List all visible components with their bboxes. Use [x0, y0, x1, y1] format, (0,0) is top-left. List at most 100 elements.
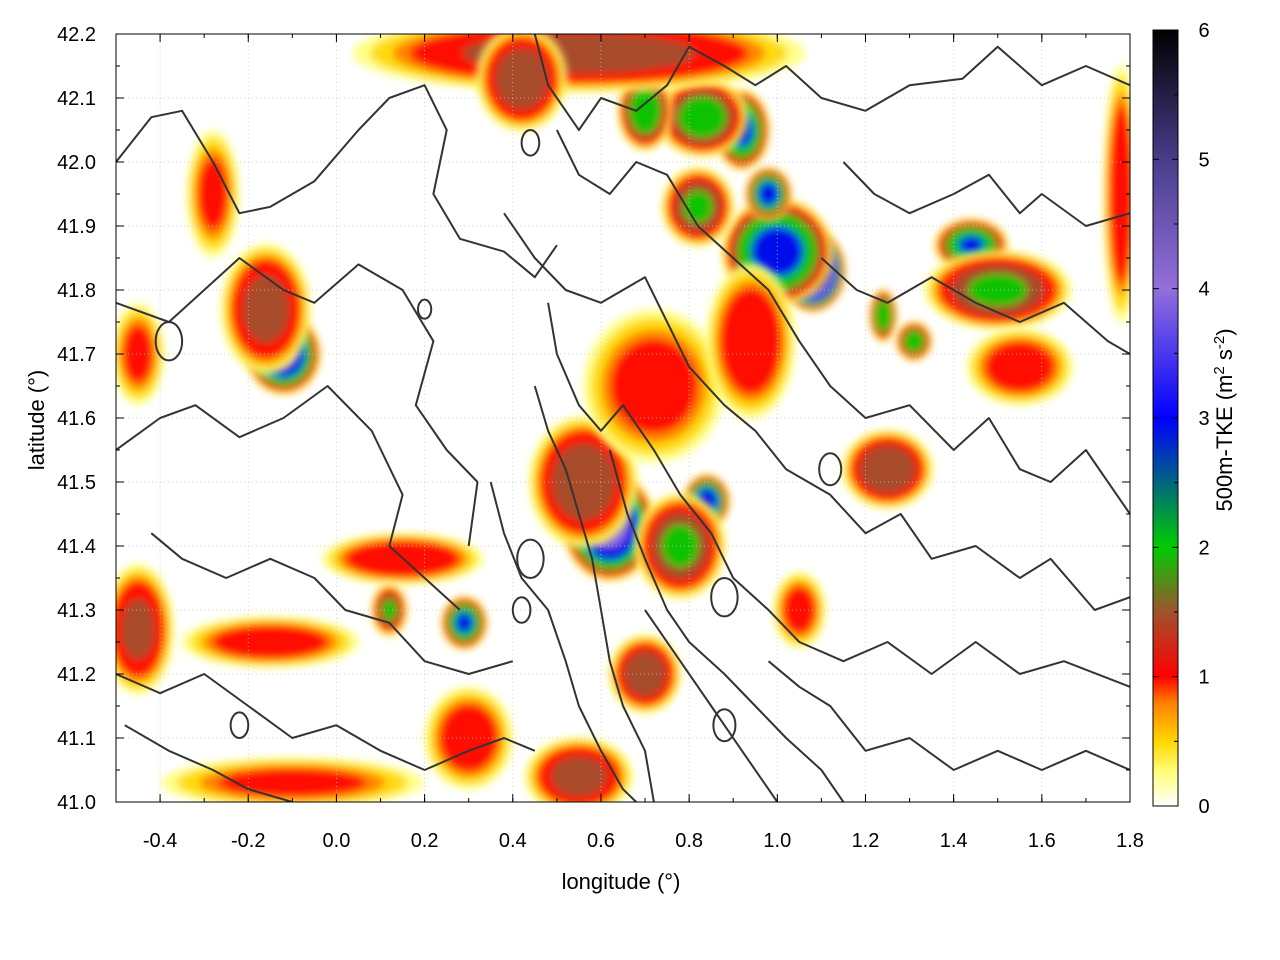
tke-hotspot-level — [610, 338, 698, 434]
grid-lines — [116, 34, 1130, 802]
tke-hotspot-31 — [116, 303, 165, 405]
tke-hotspot-30 — [186, 130, 240, 258]
colorbar-tick-label: 0 — [1198, 796, 1209, 818]
x-tick-label: 1.2 — [852, 830, 880, 852]
tke-hotspot-25 — [524, 736, 634, 802]
contour-line-8 — [503, 212, 1130, 611]
y-tick-label: 41.0 — [57, 792, 96, 814]
tke-hotspot-22 — [116, 563, 175, 695]
contour-line-1 — [116, 257, 479, 547]
x-tick-label: 1.8 — [1116, 830, 1144, 852]
contour-line-5 — [124, 724, 293, 802]
colorbar-tick-label: 1 — [1198, 667, 1209, 689]
y-tick-label: 41.7 — [57, 344, 96, 366]
y-tick-label: 42.0 — [57, 152, 96, 174]
tke-hotspot-level — [218, 768, 367, 798]
contour-line-0 — [116, 84, 558, 279]
y-tick-label: 41.3 — [57, 600, 96, 622]
tke-hotspot-18 — [895, 321, 933, 362]
contour-line-14 — [533, 385, 655, 802]
tke-hotspot-level — [751, 226, 804, 277]
contour-line-7 — [556, 129, 1130, 515]
contour-closed-8 — [520, 129, 541, 157]
tke-hotspot-level — [967, 273, 1028, 307]
colorbar-label-sup2: -2 — [1211, 336, 1228, 349]
colorbar-tick-label: 3 — [1198, 408, 1209, 430]
axis-ticks: -0.4 -0.2 0.0 0.2 0.4 0.6 0.8 1.0 1.2 1.4 1.6 1.8 41… — [57, 24, 1144, 852]
y-tick-label: 41.5 — [57, 472, 96, 494]
contour-line-15 — [842, 161, 1130, 227]
tke-hotspot-level — [783, 586, 816, 634]
x-tick-label: 0.4 — [499, 830, 527, 852]
contour-line-4 — [116, 673, 536, 771]
contour-line-6 — [533, 34, 1130, 131]
tke-hotspot-level — [859, 444, 916, 494]
tke-hotspot-level — [720, 288, 782, 395]
y-tick-label: 42.2 — [57, 24, 96, 46]
contour-line-3 — [150, 532, 514, 675]
contour-line-2 — [116, 385, 461, 611]
colorbar-label-mid: s — [1212, 349, 1237, 366]
tke-hotspot-33 — [608, 634, 682, 714]
tke-hotspot-level — [123, 325, 153, 383]
tke-hotspot-level — [629, 87, 661, 134]
tke-hotspot-level — [758, 182, 779, 206]
contour-closed-7 — [818, 452, 843, 487]
contour-line-9 — [547, 302, 1130, 688]
colorbar-label-end: ) — [1212, 328, 1237, 335]
tke-hotspot-32 — [371, 583, 408, 637]
tke-hotspot-13 — [661, 166, 735, 247]
tke-hotspot-23 — [181, 616, 360, 668]
x-tick-label: 1.6 — [1028, 830, 1056, 852]
x-tick-label: 0.2 — [411, 830, 439, 852]
tke-hotspot-level — [550, 756, 607, 797]
y-tick-label: 41.9 — [57, 216, 96, 238]
tke-hotspot-level — [903, 330, 925, 353]
tke-hotspot-11 — [656, 77, 749, 158]
tke-hotspot-10 — [745, 166, 792, 222]
y-tick-label: 41.6 — [57, 408, 96, 430]
x-tick-label: -0.4 — [143, 830, 177, 852]
x-tick-label: 0.6 — [587, 830, 615, 852]
tke-hotspot-level — [1109, 105, 1130, 283]
contour-closed-3 — [154, 321, 184, 362]
y-tick-label: 42.1 — [57, 88, 96, 110]
contour-line-13 — [489, 481, 637, 802]
tke-hotspot-level — [551, 443, 616, 521]
elevation-contours — [116, 34, 1130, 802]
y-tick-label: 41.2 — [57, 664, 96, 686]
contour-closed-4 — [416, 298, 433, 320]
x-tick-label: -0.2 — [231, 830, 265, 852]
tke-hotspot-level — [455, 612, 474, 633]
tke-hotspot-27 — [583, 309, 725, 463]
x-axis-label: longitude (°) — [562, 869, 681, 894]
tke-hotspot-5 — [220, 243, 312, 375]
colorbar-ticks: 0 1 2 3 4 5 6 — [1153, 20, 1210, 818]
tke-hotspot-level — [212, 625, 329, 659]
tke-hotspot-15 — [924, 250, 1072, 330]
tke-hotspot-17 — [869, 288, 898, 343]
tke-hotspot-35 — [772, 571, 826, 649]
x-tick-label: 0.0 — [323, 830, 351, 852]
tke-hotspot-level — [494, 47, 549, 110]
tke-hotspot-level — [381, 599, 397, 621]
tke-hotspot-level — [242, 275, 290, 344]
tke-hotspot-28 — [706, 263, 796, 420]
tke-hotspot-16 — [841, 429, 934, 510]
colorbar-tick-label: 2 — [1198, 537, 1209, 559]
tke-hotspot-34 — [966, 328, 1074, 406]
y-axis-label: latitude (°) — [24, 370, 49, 471]
tke-hotspot-level — [678, 96, 727, 139]
tke-hotspot-29 — [1103, 64, 1130, 324]
contour-closed-2 — [229, 711, 250, 740]
tke-hotspot-20 — [476, 34, 568, 132]
colorbar-label: 500m-TKE (m2 s-2) — [1211, 328, 1237, 511]
y-tick-label: 41.8 — [57, 280, 96, 302]
x-tick-label: 0.8 — [675, 830, 703, 852]
contour-closed-1 — [712, 708, 737, 743]
colorbar-tick-label: 6 — [1198, 20, 1209, 42]
y-tick-label: 41.1 — [57, 728, 96, 750]
colorbar-label-sup1: 2 — [1211, 366, 1228, 374]
contour-closed-0 — [511, 596, 532, 624]
